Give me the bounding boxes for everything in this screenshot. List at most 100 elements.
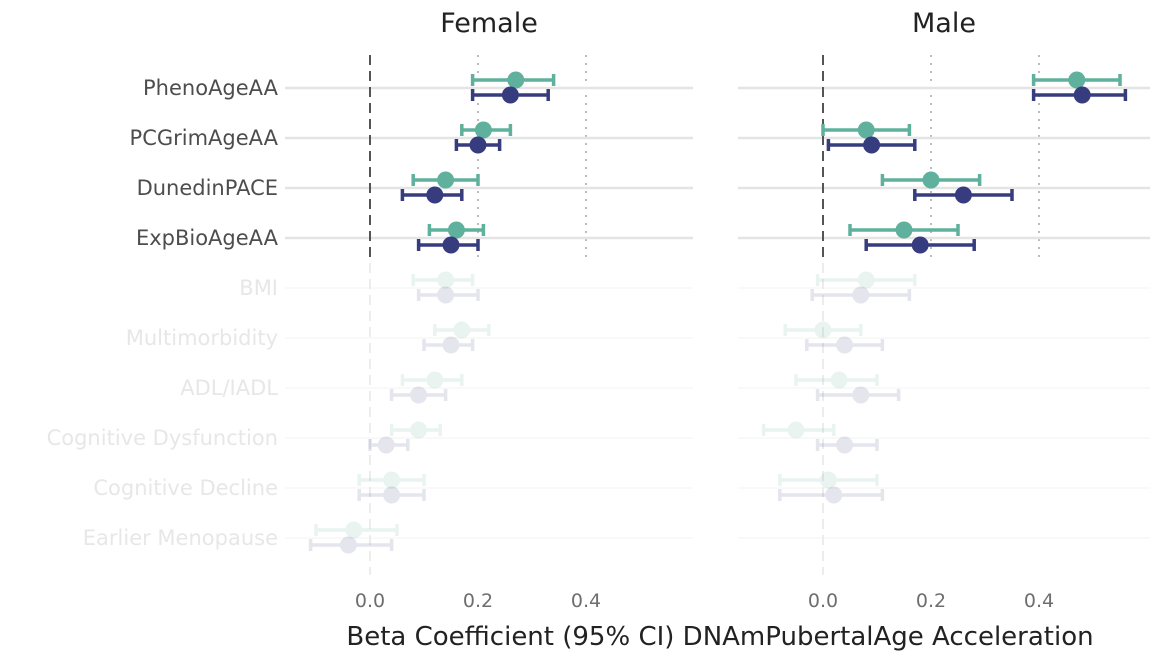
estimate-phenoageaa — [470, 86, 550, 104]
estimate-cognitive-dysfunction — [815, 436, 879, 454]
category-label-cognitive-decline: Cognitive Decline — [93, 476, 278, 500]
estimate-cognitive-decline — [357, 471, 426, 489]
estimate-earlier-menopause — [308, 536, 394, 554]
estimate-pcgrimageaa — [821, 121, 912, 139]
category-label-adl-iadl: ADL/IADL — [180, 376, 278, 400]
chart-panels: Female 0.0 0.2 0.4 Male 0.0 0.2 0.4 — [285, 8, 1150, 612]
estimate-bmi — [810, 286, 912, 304]
estimate-pcgrimageaa — [460, 121, 513, 139]
estimate-dunedinpace — [411, 171, 480, 189]
estimate-adl-iadl — [389, 386, 448, 404]
estimate-adl-iadl — [815, 386, 901, 404]
panel-title: Male — [912, 8, 976, 39]
estimate-expbioageaa — [864, 236, 976, 254]
category-labels: PhenoAgeAA PCGrimAgeAA DunedinPACE ExpBioAg… — [47, 76, 279, 550]
category-label-bmi: BMI — [239, 276, 278, 300]
point-estimate — [911, 236, 929, 254]
point-estimate — [836, 336, 854, 354]
point-estimate — [836, 436, 854, 454]
point-estimate — [814, 321, 832, 339]
point-estimate — [507, 71, 525, 89]
estimate-pcgrimageaa — [454, 136, 502, 154]
estimate-phenoageaa — [470, 71, 556, 89]
estimate-adl-iadl — [400, 371, 464, 389]
estimate-phenoageaa — [1031, 86, 1128, 104]
point-estimate — [474, 121, 492, 139]
category-label-earlier-menopause: Earlier Menopause — [83, 526, 278, 550]
category-label-expbioageaa: ExpBioAgeAA — [136, 226, 279, 250]
point-estimate — [377, 436, 395, 454]
category-label-phenoageaa: PhenoAgeAA — [143, 76, 279, 100]
estimate-multimorbidity — [783, 321, 863, 339]
point-estimate — [830, 371, 848, 389]
estimate-cognitive-decline — [778, 471, 879, 489]
category-label-cognitive-dysfunction: Cognitive Dysfunction — [47, 426, 278, 450]
point-estimate — [469, 136, 487, 154]
estimate-bmi — [815, 271, 917, 289]
point-estimate — [1073, 86, 1091, 104]
point-estimate — [339, 536, 357, 554]
point-estimate — [383, 486, 401, 504]
point-estimate — [863, 136, 881, 154]
category-label-multimorbidity: Multimorbidity — [126, 326, 278, 350]
category-label-pcgrimageaa: PCGrimAgeAA — [130, 126, 279, 150]
point-estimate — [437, 286, 455, 304]
x-tick-label: 0.2 — [916, 590, 946, 612]
point-estimate — [819, 471, 837, 489]
estimate-expbioageaa — [427, 221, 486, 239]
x-tick-label: 0.2 — [463, 590, 493, 612]
estimate-bmi — [416, 286, 480, 304]
point-estimate — [410, 421, 428, 439]
panel-title: Female — [440, 8, 538, 39]
point-estimate — [437, 171, 455, 189]
point-estimate — [852, 286, 870, 304]
point-estimate — [954, 186, 972, 204]
estimate-multimorbidity — [805, 336, 885, 354]
x-tick-label: 0.4 — [1024, 590, 1054, 612]
estimate-multimorbidity — [433, 321, 491, 339]
estimate-cognitive-decline — [357, 486, 426, 504]
estimate-adl-iadl — [794, 371, 879, 389]
x-tick-label: 0.4 — [571, 590, 601, 612]
x-tick-label: 0.0 — [355, 590, 385, 612]
estimate-expbioageaa — [848, 221, 960, 239]
estimate-cognitive-decline — [778, 486, 885, 504]
panel-male: Male 0.0 0.2 0.4 — [738, 8, 1150, 612]
point-estimate — [442, 236, 460, 254]
x-tick-label: 0.0 — [808, 590, 838, 612]
point-estimate — [453, 321, 471, 339]
estimate-earlier-menopause — [314, 521, 399, 539]
estimate-dunedinpace — [400, 186, 464, 204]
estimate-cognitive-dysfunction — [761, 421, 836, 439]
estimate-multimorbidity — [422, 336, 475, 354]
point-estimate — [1068, 71, 1086, 89]
point-estimate — [345, 521, 363, 539]
point-estimate — [410, 386, 428, 404]
point-estimate — [895, 221, 913, 239]
estimate-expbioageaa — [416, 236, 480, 254]
point-estimate — [383, 471, 401, 489]
point-estimate — [787, 421, 805, 439]
point-estimate — [922, 171, 940, 189]
point-estimate — [437, 271, 455, 289]
point-estimate — [426, 371, 444, 389]
estimate-bmi — [411, 271, 475, 289]
category-label-dunedinpace: DunedinPACE — [137, 176, 278, 200]
estimate-cognitive-dysfunction — [389, 421, 442, 439]
estimate-dunedinpace — [913, 186, 1014, 204]
panel-female: Female 0.0 0.2 0.4 — [285, 8, 693, 612]
point-estimate — [857, 121, 875, 139]
point-estimate — [501, 86, 519, 104]
point-estimate — [442, 336, 460, 354]
point-estimate — [825, 486, 843, 504]
estimate-pcgrimageaa — [826, 136, 917, 154]
x-axis-title: Beta Coefficient (95% CI) DNAmPubertalAg… — [346, 622, 1093, 652]
estimate-dunedinpace — [880, 171, 982, 189]
point-estimate — [447, 221, 465, 239]
estimate-cognitive-dysfunction — [368, 436, 410, 454]
estimate-phenoageaa — [1031, 71, 1122, 89]
point-estimate — [852, 386, 870, 404]
point-estimate — [426, 186, 444, 204]
point-estimate — [857, 271, 875, 289]
